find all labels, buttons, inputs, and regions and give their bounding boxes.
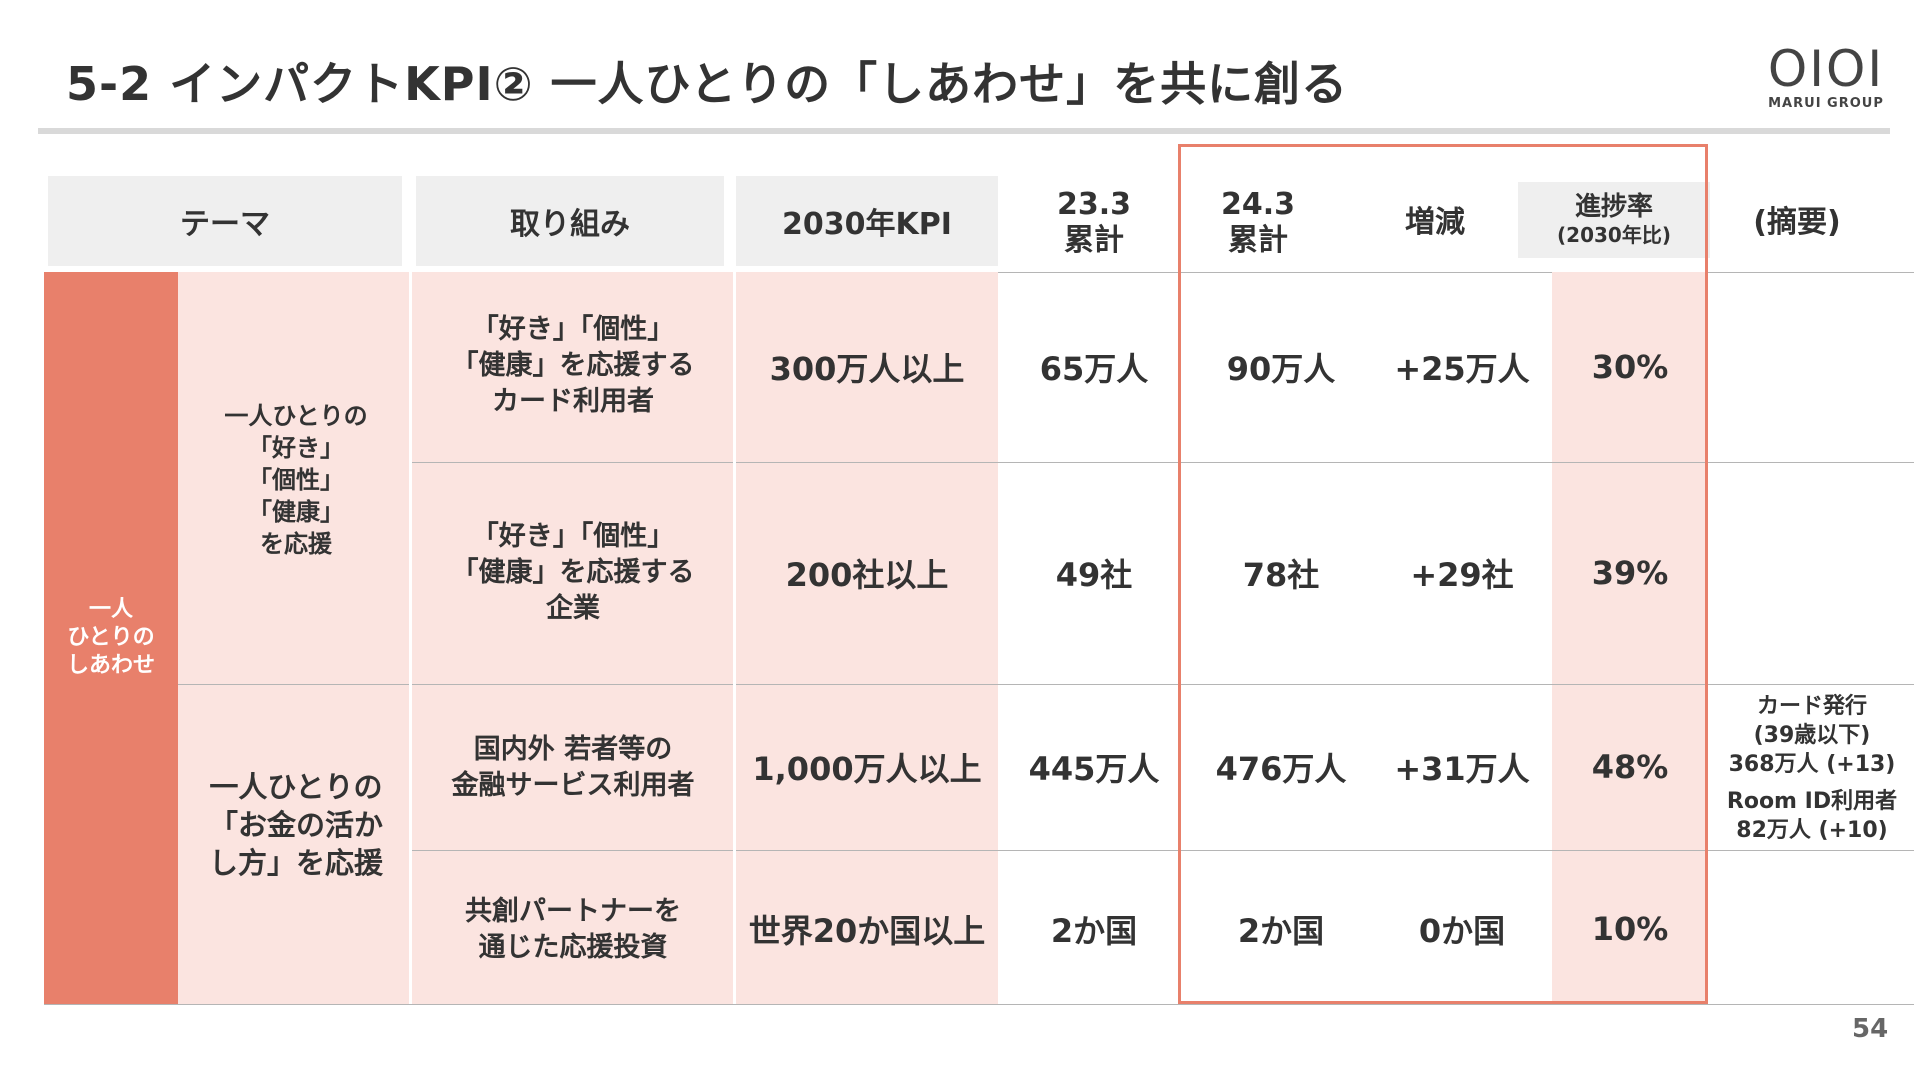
- kpi-column-bg: [736, 272, 998, 1004]
- title-divider: [38, 128, 1890, 134]
- table-row-2-cum24: 78社: [1242, 556, 1320, 594]
- table-row-1-cum23: 65万人: [1039, 350, 1149, 388]
- table-row-2-change: +29社: [1410, 556, 1514, 594]
- col-sep-2: [733, 272, 736, 1004]
- table-row-1-change: +25万人: [1394, 350, 1530, 388]
- group-label-2: 一人ひとりの 「お金の活か し方」を応援: [208, 770, 383, 880]
- logo-mark: OIOI: [1767, 40, 1885, 98]
- table-row-1-initiative: 「好き」「個性」 「健康」を応援する カード利用者: [451, 314, 695, 417]
- table-row-3-initiative: 国内外 若者等の 金融サービス利用者: [451, 734, 695, 801]
- table-row-3-progress: 48%: [1591, 748, 1669, 786]
- table-bottom-rule: [44, 1004, 1914, 1005]
- table-row-3-note-roomid: Room ID利用者 82万人 (+10): [1726, 789, 1898, 843]
- col-sep-1: [409, 272, 412, 1004]
- table-row-4-initiative: 共創パートナーを 通じた応援投資: [465, 896, 681, 963]
- table-row-2-cum23: 49社: [1055, 556, 1133, 594]
- header-progress-label: 進捗率: [1574, 192, 1653, 222]
- table-row-2-initiative: 「好き」「個性」 「健康」を応援する 企業: [451, 521, 695, 624]
- table-row-4-cum23: 2か国: [1050, 912, 1138, 950]
- theme-label: 一人 ひとりの しあわせ: [44, 272, 178, 1004]
- table-row-2-kpi: 200社以上: [785, 556, 949, 594]
- page-number: 54: [1852, 1014, 1889, 1044]
- row-divider-2: [178, 684, 1914, 685]
- row-divider-3: [412, 850, 1914, 851]
- header-change: 増減: [1405, 205, 1465, 240]
- table-row-4-kpi: 世界20か国以上: [748, 912, 986, 950]
- header-progress-sub: (2030年比): [1557, 223, 1671, 247]
- header-initiative: 取り組み: [416, 176, 724, 266]
- table-row-3-cum23: 445万人: [1028, 750, 1160, 788]
- table-row-3-kpi: 1,000万人以上: [752, 750, 982, 788]
- table-row-3-change: +31万人: [1394, 750, 1530, 788]
- header-summary: (摘要): [1753, 205, 1841, 240]
- header-cumulative-24: 24.3 累計: [1220, 187, 1296, 258]
- table-row-4-progress: 10%: [1591, 910, 1669, 948]
- initiative-column-bg: [412, 272, 734, 1004]
- header-kpi-2030: 2030年KPI: [736, 176, 998, 266]
- page-title: 5-2 インパクトKPI② 一人ひとりの「しあわせ」を共に創る: [66, 57, 1349, 111]
- header-theme: テーマ: [48, 176, 402, 266]
- group-label-1: 一人ひとりの 「好き」 「個性」 「健康」 を応援: [224, 402, 368, 558]
- logo-subtitle: MARUI GROUP: [1768, 96, 1884, 111]
- table-row-2-progress: 39%: [1591, 554, 1669, 592]
- table-row-1-kpi: 300万人以上: [769, 350, 965, 388]
- table-row-1-progress: 30%: [1591, 348, 1669, 386]
- row-divider-1: [412, 462, 1914, 463]
- header-cumulative-23: 23.3 累計: [1056, 187, 1132, 258]
- table-row-3-cum24: 476万人: [1215, 750, 1347, 788]
- table-row-4-cum24: 2か国: [1237, 912, 1325, 950]
- marui-group-logo: OIOI MARUI GROUP: [1756, 42, 1896, 120]
- header-progress: 進捗率 (2030年比): [1518, 182, 1710, 258]
- group-column-bg: [178, 272, 410, 1004]
- table-row-1-cum24: 90万人: [1226, 350, 1336, 388]
- table-row-3-note-card: カード発行 (39歳以下) 368万人 (+13): [1728, 693, 1896, 777]
- table-row-4-change: 0か国: [1418, 912, 1506, 950]
- highlight-box-24-3: [1178, 144, 1708, 1004]
- progress-column-bg: [1552, 272, 1708, 1004]
